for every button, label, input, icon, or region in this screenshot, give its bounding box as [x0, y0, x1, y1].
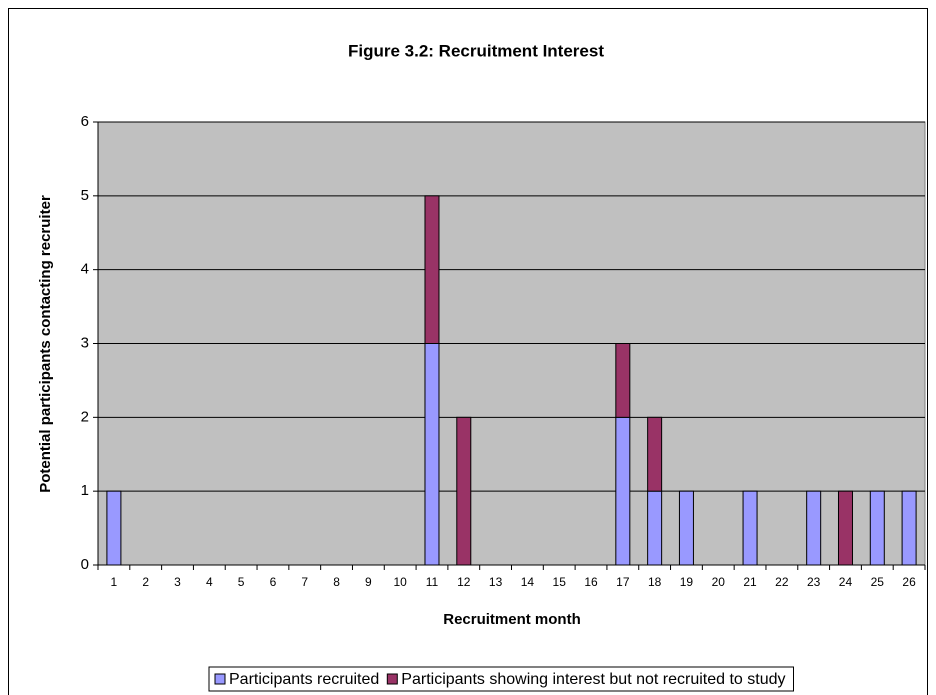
- x-tick-label: 20: [712, 575, 726, 589]
- bar-segment: [615, 343, 631, 418]
- x-tick-label: 25: [871, 575, 885, 589]
- bar-segment: [869, 490, 885, 566]
- y-tick-label: 3: [81, 334, 89, 351]
- bar-segment: [901, 490, 917, 566]
- y-axis-label: Potential participants contacting recrui…: [37, 195, 54, 493]
- bar-segment: [424, 343, 440, 566]
- x-tick-label: 22: [775, 575, 789, 589]
- x-tick-label: 5: [238, 575, 245, 589]
- x-tick-label: 13: [489, 575, 503, 589]
- x-tick-label: 4: [206, 575, 213, 589]
- bar-segment: [106, 490, 122, 566]
- bar-segment: [647, 416, 663, 492]
- x-tick-label: 7: [301, 575, 308, 589]
- x-tick-label: 24: [839, 575, 853, 589]
- legend-label: Participants recruited: [229, 671, 379, 688]
- legend-label: Participants showing interest but not re…: [401, 671, 785, 688]
- x-tick-label: 10: [393, 575, 407, 589]
- legend-swatch: [386, 673, 398, 685]
- x-tick-label: 17: [616, 575, 630, 589]
- x-tick-label: 16: [584, 575, 598, 589]
- x-tick-label: 26: [902, 575, 916, 589]
- x-tick-label: 9: [365, 575, 372, 589]
- y-tick-label: 5: [81, 187, 89, 204]
- y-tick-label: 6: [81, 113, 89, 130]
- x-tick-label: 1: [111, 575, 118, 589]
- x-tick-label: 11: [426, 575, 439, 589]
- chart-title: Figure 3.2: Recruitment Interest: [348, 41, 604, 60]
- legend-box: [208, 666, 794, 692]
- x-tick-label: 21: [743, 575, 757, 589]
- y-tick-label: 0: [81, 556, 89, 573]
- x-tick-label: 19: [680, 575, 694, 589]
- bar-segment: [678, 490, 694, 566]
- x-axis-label: Recruitment month: [443, 611, 581, 628]
- x-tick-label: 12: [457, 575, 471, 589]
- x-tick-label: 8: [333, 575, 340, 589]
- x-tick-label: 23: [807, 575, 821, 589]
- legend-swatch: [214, 673, 226, 685]
- bar-segment: [424, 195, 440, 344]
- bar-segment: [837, 490, 853, 566]
- y-tick-label: 4: [81, 261, 89, 278]
- bar-segment: [742, 490, 758, 566]
- x-tick-label: 3: [174, 575, 181, 589]
- x-tick-label: 2: [142, 575, 149, 589]
- y-tick-label: 1: [81, 482, 89, 499]
- bar-segment: [806, 490, 822, 566]
- bar-segment: [456, 416, 472, 566]
- bar-segment: [615, 416, 631, 566]
- x-tick-label: 18: [648, 575, 662, 589]
- y-tick-label: 2: [81, 408, 89, 425]
- x-tick-label: 6: [270, 575, 277, 589]
- x-tick-label: 14: [521, 575, 535, 589]
- legend: Participants recruited Participants showi…: [208, 666, 794, 692]
- bar-segment: [647, 490, 663, 566]
- x-tick-label: 15: [553, 575, 567, 589]
